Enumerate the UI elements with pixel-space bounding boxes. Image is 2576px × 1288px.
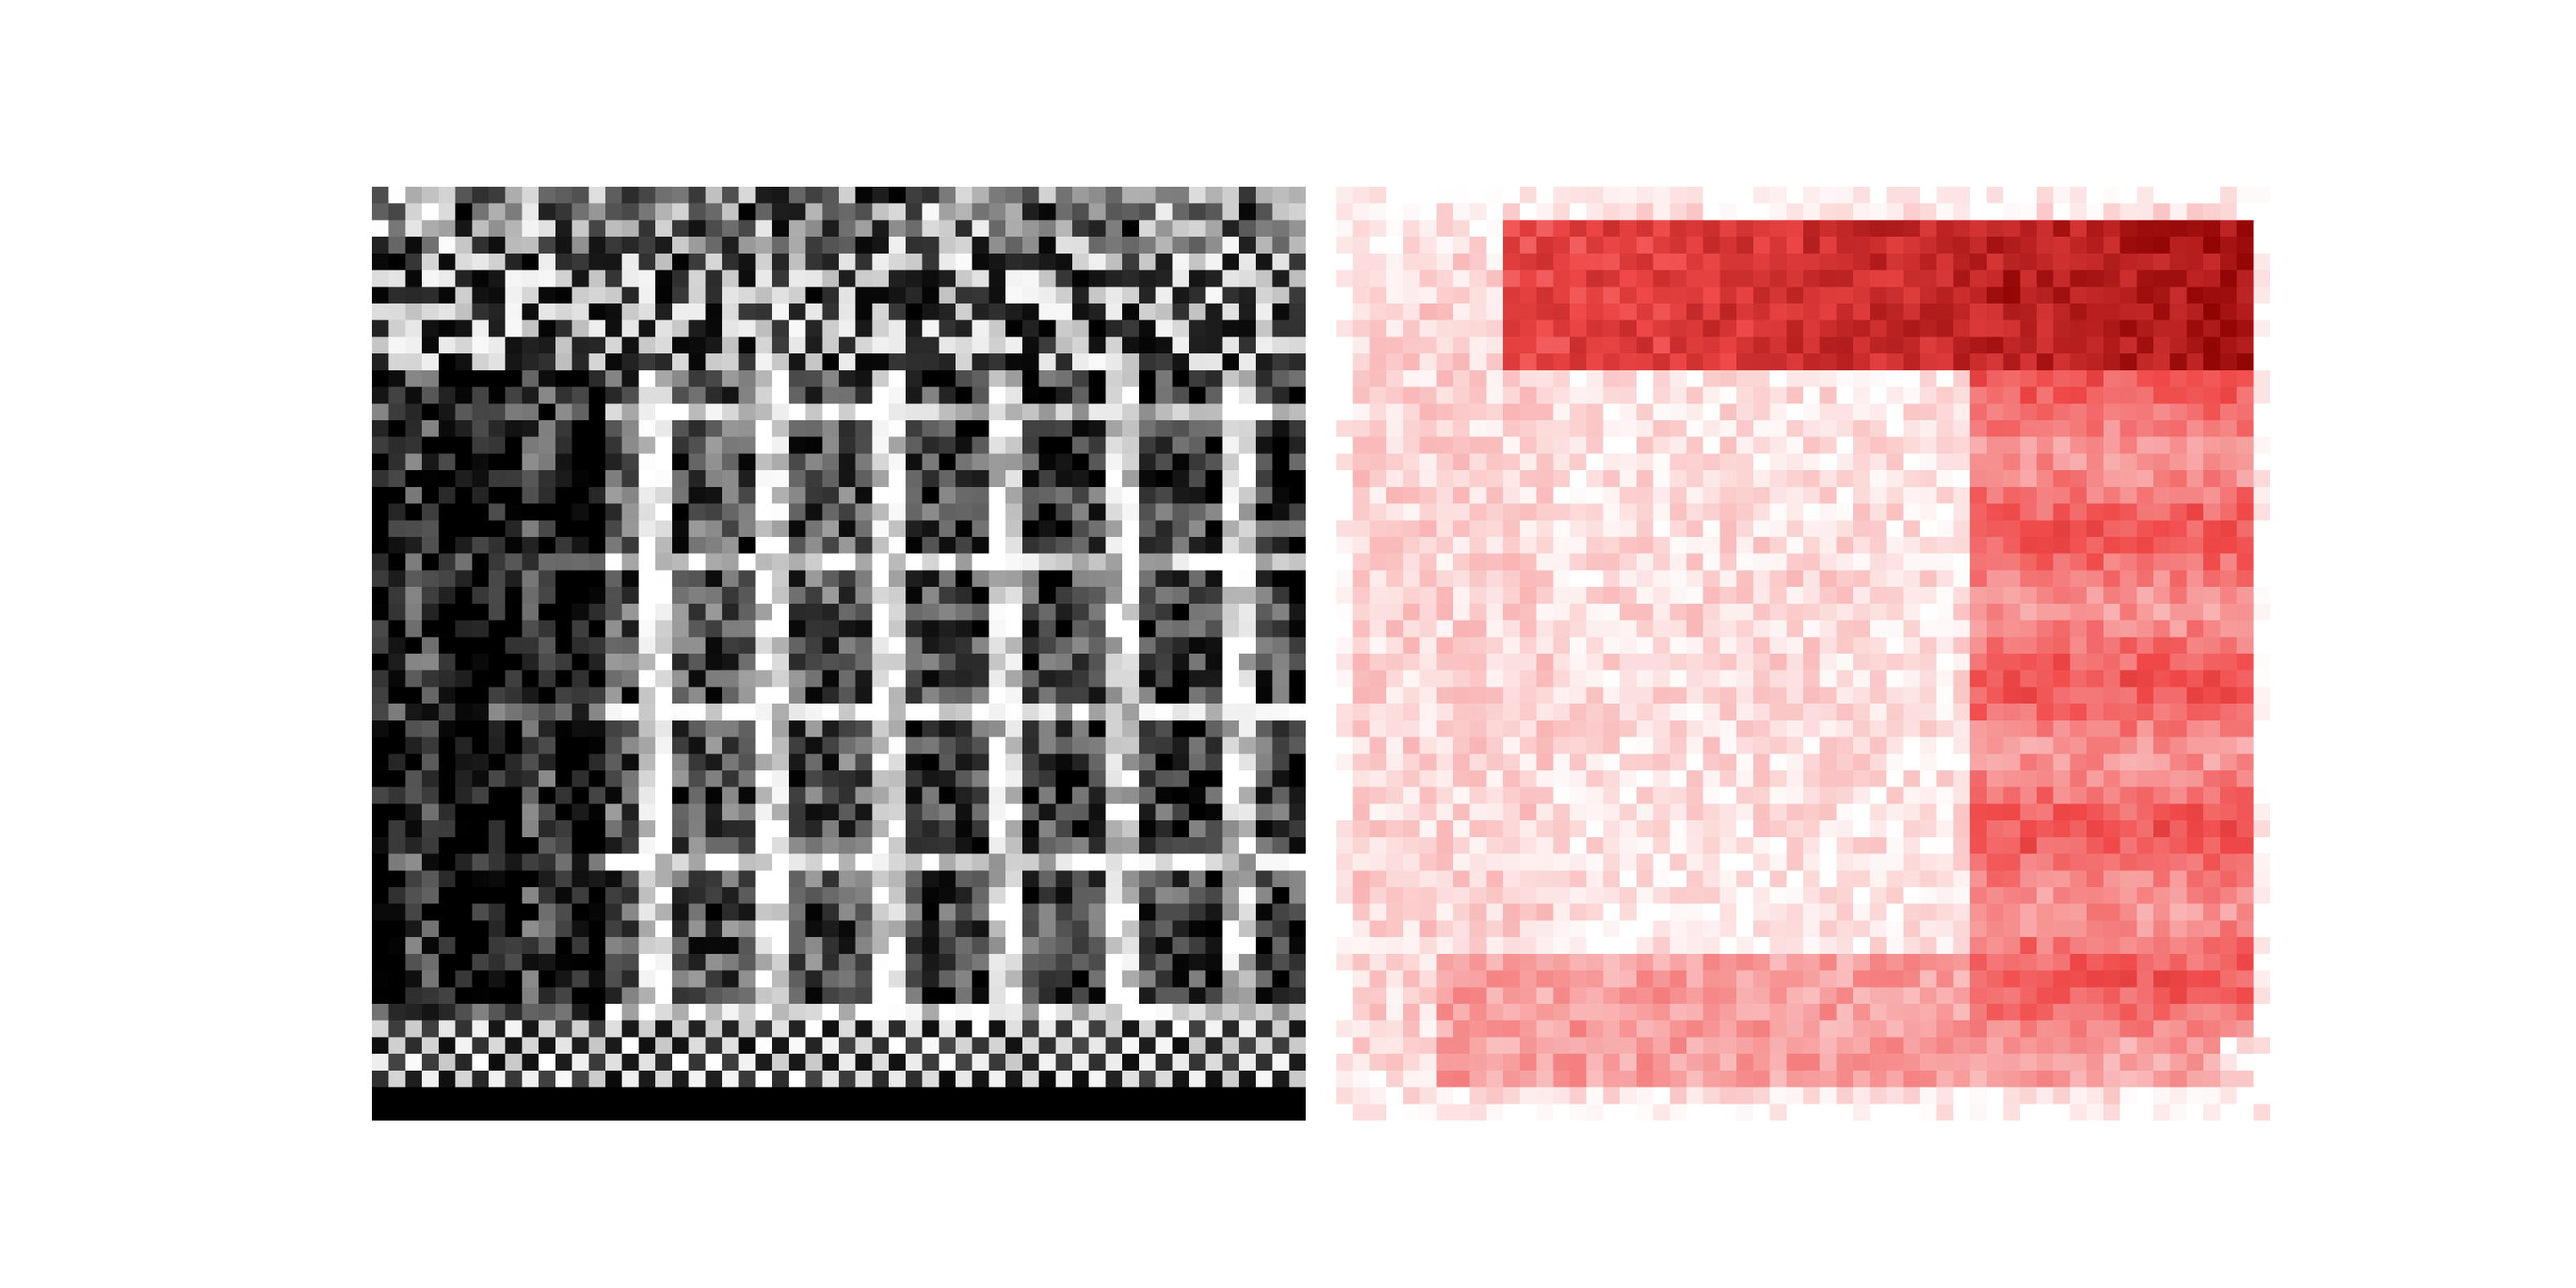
grayscale-pixel-grid — [372, 187, 1306, 1121]
grayscale-image — [372, 187, 1306, 1121]
heatmap-image — [1336, 187, 2270, 1121]
heatmap-pixel-grid — [1336, 187, 2270, 1121]
